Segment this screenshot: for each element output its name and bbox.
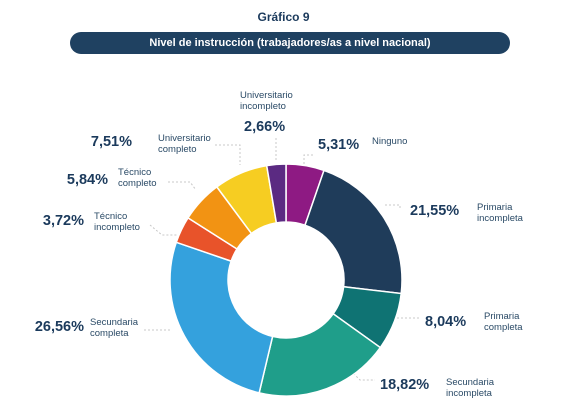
value-label-secundaria-completa: 26,56% — [35, 319, 84, 335]
chart-number: Gráfico 9 — [257, 10, 310, 24]
leader-line-ninguno — [303, 154, 314, 164]
value-label-universitario-completo: 7,51% — [91, 134, 132, 150]
category-label-secundaria-completa: Secundaria completa — [90, 317, 139, 339]
leader-line-primaria-incompleta — [385, 204, 401, 210]
leader-line-secundaria-incompleta — [344, 364, 375, 381]
value-label-ninguno: 5,31% — [318, 137, 359, 153]
value-label-universitario-incompleto: 2,66% — [244, 119, 285, 135]
category-label-universitario-completo: Universitario completo — [158, 133, 211, 155]
value-label-tecnico-incompleto: 3,72% — [43, 213, 84, 229]
leader-line-universitario-completo — [215, 144, 241, 165]
category-label-ninguno: Ninguno — [372, 136, 407, 147]
slice-secundaria-completa — [169, 241, 274, 394]
category-label-primaria-completa: Primaria completa — [484, 311, 523, 333]
category-label-tecnico-completo: Técnico completo — [118, 167, 157, 189]
category-label-secundaria-incompleta: Secundaria incompleta — [446, 377, 495, 399]
slice-primaria-incompleta — [304, 169, 403, 295]
slice-universitario-incompleto — [265, 163, 287, 224]
leader-line-tecnico-completo — [168, 181, 197, 191]
leader-line-tecnico-incompleto — [149, 224, 178, 236]
value-label-primaria-incompleta: 21,55% — [410, 203, 459, 219]
chart-title-bar: Nivel de instrucción (trabajadores/as a … — [70, 32, 510, 54]
category-label-primaria-incompleta: Primaria incompleta — [477, 202, 524, 224]
category-label-tecnico-incompleto: Técnico incompleto — [94, 211, 140, 233]
value-label-secundaria-incompleta: 18,82% — [380, 377, 429, 393]
value-label-primaria-completa: 8,04% — [425, 314, 466, 330]
slice-secundaria-incompleta — [258, 312, 382, 397]
value-label-tecnico-completo: 5,84% — [67, 172, 108, 188]
category-label-universitario-incompleto: Universitario incompleto — [240, 90, 293, 112]
chart-title: Nivel de instrucción (trabajadores/as a … — [149, 37, 431, 49]
